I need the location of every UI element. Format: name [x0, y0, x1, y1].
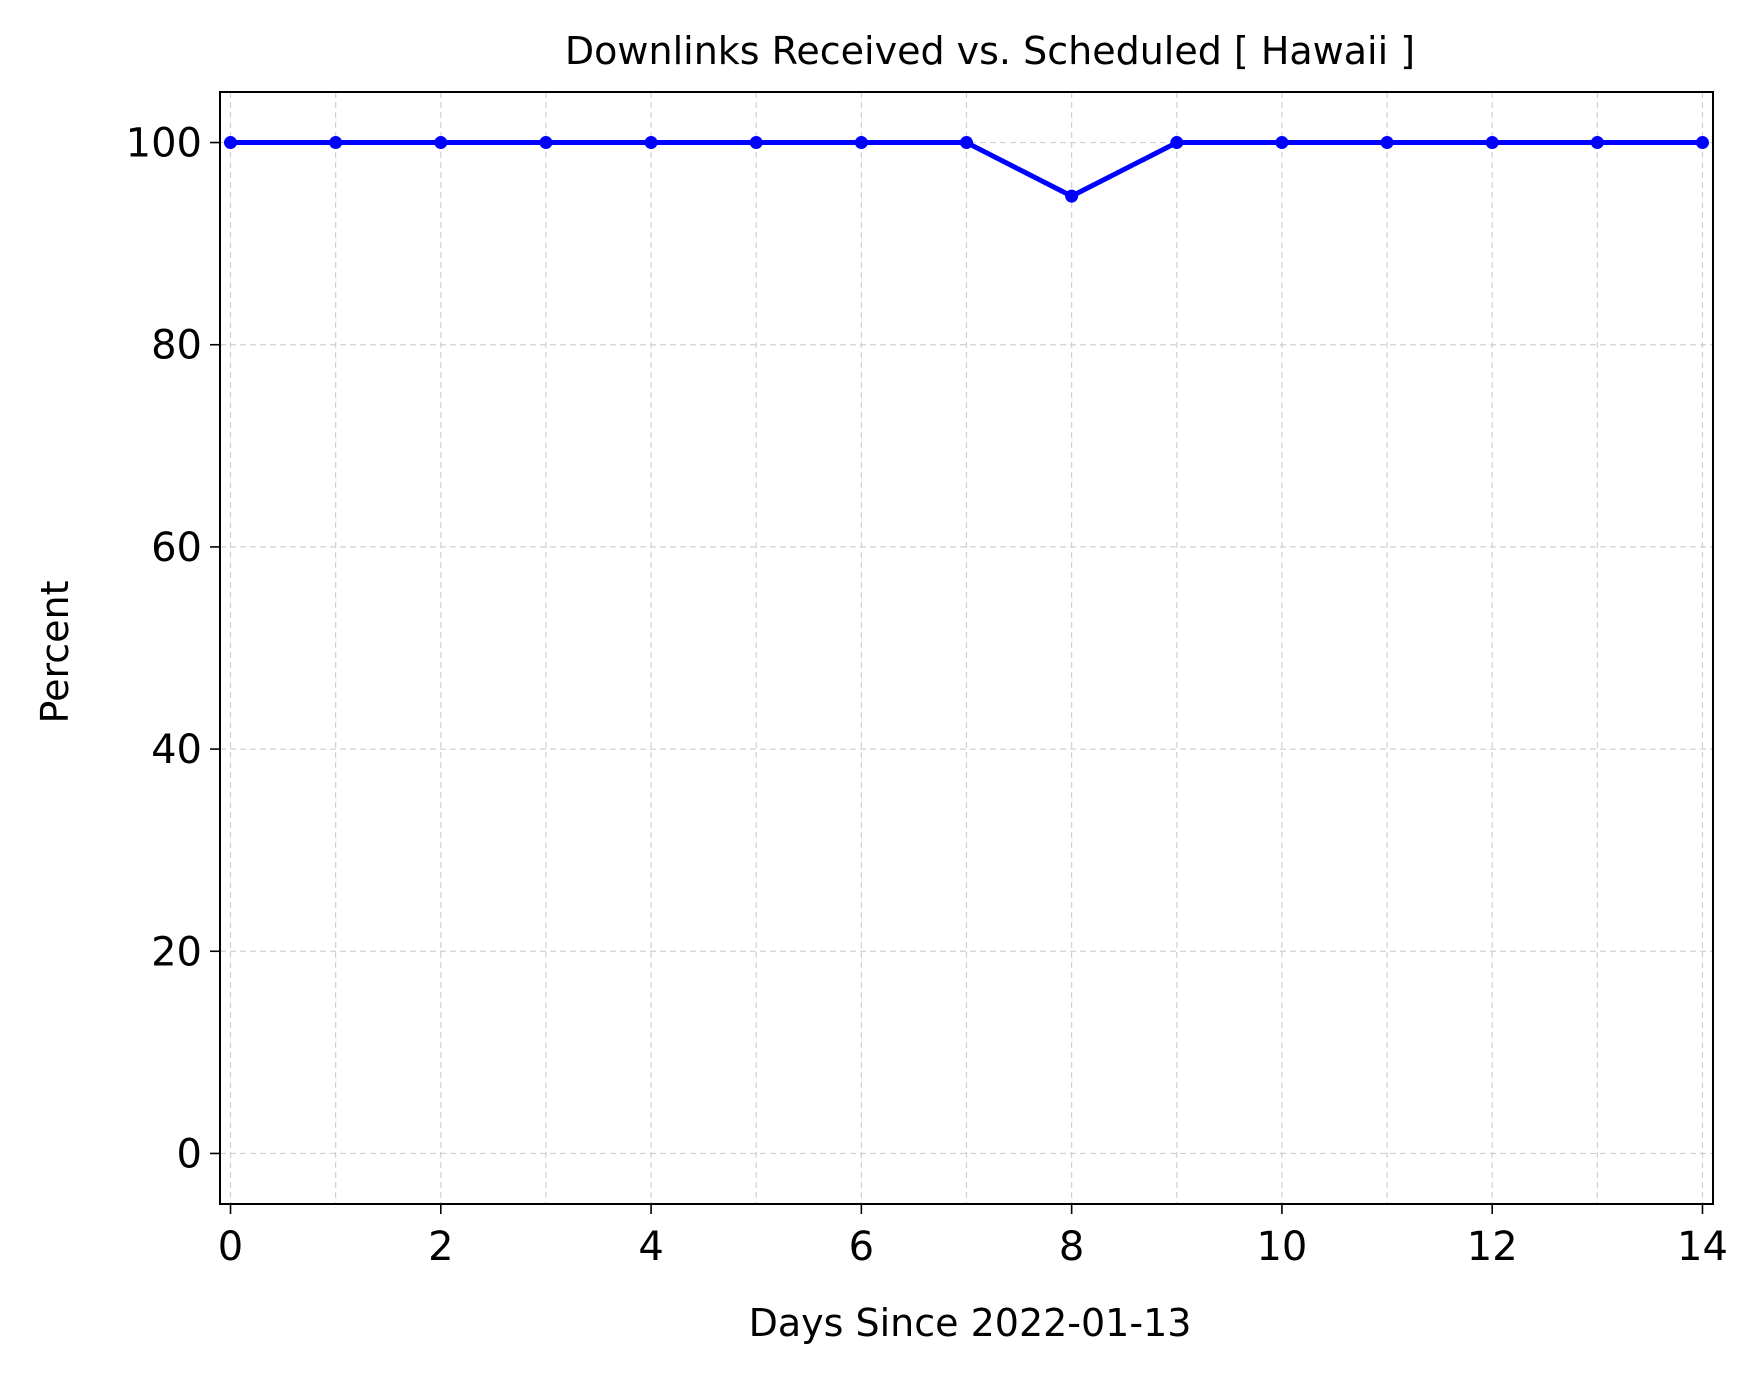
x-tick-label: 0	[218, 1224, 243, 1270]
data-point	[224, 136, 238, 150]
x-axis-label: Days Since 2022-01-13	[749, 1301, 1192, 1345]
y-tick-label: 20	[151, 929, 202, 975]
data-point	[854, 136, 868, 150]
x-tick-label: 14	[1677, 1224, 1728, 1270]
y-axis-ticks: 0 20 40 60 80 100	[126, 121, 220, 1177]
y-tick-label: 100	[126, 121, 202, 167]
chart-title: Downlinks Received vs. Scheduled [ Hawai…	[565, 29, 1415, 73]
y-tick-label: 80	[151, 323, 202, 369]
data-point	[749, 136, 763, 150]
data-point	[960, 136, 973, 150]
y-tick-label: 0	[177, 1131, 202, 1177]
series-line	[230, 140, 1703, 199]
x-axis-ticks: 0 2 4 6 8 10 12 14	[218, 1204, 1728, 1270]
data-point	[1275, 136, 1289, 150]
series-layer	[224, 136, 1709, 203]
y-tick-label: 60	[151, 525, 202, 571]
x-tick-label: 10	[1256, 1224, 1307, 1270]
data-point	[1695, 136, 1709, 150]
data-point	[1590, 136, 1604, 150]
plot-frame	[219, 91, 1714, 1205]
x-tick-label: 4	[638, 1224, 663, 1270]
x-tick-label: 8	[1059, 1224, 1084, 1270]
data-point	[539, 136, 553, 150]
y-axis-label: Percent	[33, 581, 77, 724]
data-point	[434, 136, 448, 150]
x-tick-label: 12	[1467, 1224, 1518, 1270]
data-point	[1170, 136, 1184, 150]
x-tick-label: 2	[428, 1224, 453, 1270]
data-point	[644, 136, 658, 150]
x-tick-label: 6	[849, 1224, 874, 1270]
data-point	[1065, 189, 1079, 203]
data-point	[1380, 136, 1394, 150]
y-tick-label: 40	[151, 727, 202, 773]
data-point	[329, 136, 343, 150]
gridlines	[220, 92, 1713, 1204]
data-point	[1485, 136, 1499, 150]
